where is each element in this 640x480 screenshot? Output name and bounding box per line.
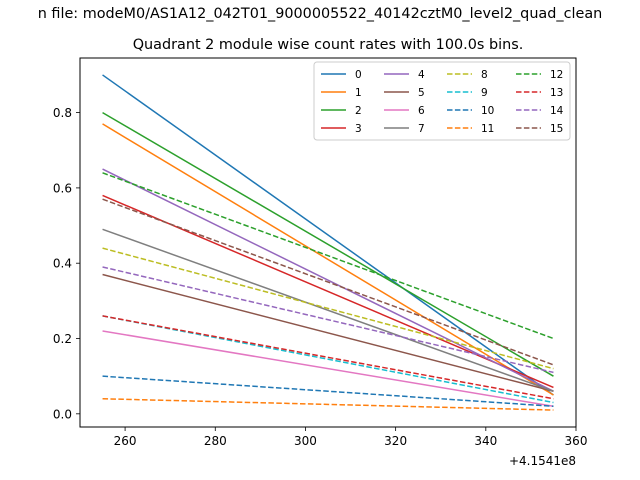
y-axis: 0.0 0.2 0.4 0.6 0.8	[53, 106, 80, 421]
series-line-0	[102, 74, 554, 396]
legend-label-9: 9	[481, 87, 488, 99]
legend-label-8: 8	[481, 69, 488, 81]
legend-label-4: 4	[418, 69, 425, 81]
series-line-4	[102, 168, 554, 392]
x-axis: 260 280 300 320 340 360	[114, 427, 588, 448]
series-line-7	[102, 228, 554, 392]
legend-label-13: 13	[550, 87, 563, 99]
legend-label-1: 1	[355, 87, 362, 99]
y-tick-label: 0.2	[53, 332, 72, 346]
y-tick-label: 0.8	[53, 106, 72, 120]
legend-label-5: 5	[418, 87, 425, 99]
series-line-1	[102, 123, 554, 396]
series-line-12	[102, 172, 554, 340]
chart-title: Quadrant 2 module wise count rates with …	[133, 37, 524, 53]
x-tick-label: 360	[565, 434, 588, 448]
series-line-2	[102, 111, 554, 377]
series-line-5	[102, 273, 554, 392]
series-line-10	[102, 375, 554, 408]
legend-frame	[313, 61, 571, 141]
series-line-13	[102, 315, 554, 400]
x-axis-offset-label: +4.1541e8	[509, 454, 576, 468]
y-tick-label: 0.6	[53, 181, 72, 195]
x-tick-label: 260	[114, 434, 137, 448]
legend-label-0: 0	[355, 69, 362, 81]
series-line-6	[102, 330, 554, 408]
x-tick-label: 300	[294, 434, 317, 448]
series-line-11	[102, 398, 554, 411]
series-line-15	[102, 198, 554, 366]
legend-label-2: 2	[355, 105, 362, 117]
legend-label-7: 7	[418, 123, 425, 135]
x-tick-label: 320	[384, 434, 407, 448]
y-tick-label: 0.4	[53, 257, 72, 271]
series-lines	[102, 74, 554, 411]
legend-label-10: 10	[481, 105, 494, 117]
series-line-14	[102, 266, 554, 374]
legend-label-3: 3	[355, 123, 362, 135]
y-tick-label: 0.0	[53, 407, 72, 421]
x-tick-label: 340	[474, 434, 497, 448]
legend-label-12: 12	[550, 69, 563, 81]
legend-label-6: 6	[418, 105, 425, 117]
plot-area: 260 280 300 320 340 360 0.00.20.40.60.8 +4.15…	[53, 57, 588, 468]
series-line-8	[102, 247, 554, 370]
x-tick-label: 280	[204, 434, 227, 448]
axes-frame	[79, 57, 577, 428]
legend-label-15: 15	[550, 123, 563, 135]
legend-label-14: 14	[550, 105, 564, 117]
legend-label-11: 11	[481, 123, 494, 135]
figure-suptitle: n file: modeM0/AS1A12_042T01_9000005522_…	[38, 6, 603, 22]
